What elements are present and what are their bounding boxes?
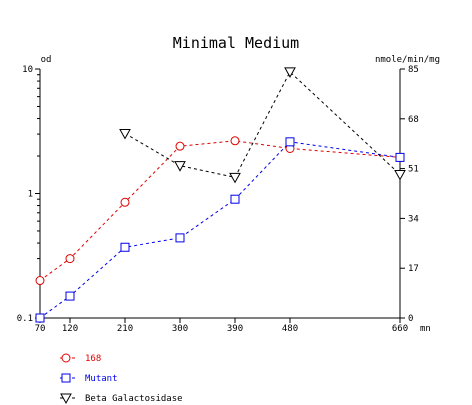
y-left-axis-label: od (41, 55, 52, 65)
y-left-tick-label: 10 (22, 65, 33, 75)
x-tick-label: 480 (282, 324, 298, 334)
series-line (39, 141, 401, 319)
data-point (119, 128, 131, 140)
data-point (175, 233, 185, 243)
y-right-tick-label: 0 (408, 314, 413, 324)
series-line (39, 140, 401, 281)
data-point (35, 313, 45, 323)
x-tick-label: 70 (35, 324, 46, 334)
series-circle (35, 136, 405, 286)
legend-marker (61, 373, 71, 383)
legend-marker (61, 353, 71, 363)
data-point (35, 276, 45, 286)
data-point (65, 291, 75, 301)
data-point (175, 141, 185, 151)
data-point (230, 136, 240, 146)
data-point (120, 197, 130, 207)
data-point (229, 172, 241, 184)
data-point (394, 169, 406, 181)
legend-label: Mutant (85, 374, 118, 384)
legend-marker (60, 393, 72, 405)
series-square (35, 137, 405, 323)
data-point (120, 242, 130, 252)
legend-label: Beta Galactosidase (85, 394, 183, 404)
x-tick-label: 210 (117, 324, 133, 334)
y-left-tick-label: 0.1 (17, 314, 33, 324)
x-tick-label: 120 (62, 324, 78, 334)
y-left-tick-label: 1 (28, 190, 33, 200)
series-triangle-down (119, 67, 406, 184)
data-point (174, 161, 186, 172)
x-tick-label: 660 (392, 324, 408, 334)
y-right-tick-label: 85 (408, 65, 419, 75)
y-right-tick-label: 68 (408, 115, 419, 125)
legend-label: 168 (85, 354, 101, 364)
data-point (284, 67, 296, 78)
x-tick-label: 390 (227, 324, 243, 334)
data-point (230, 194, 240, 204)
y-right-tick-label: 34 (408, 214, 419, 224)
data-point (285, 137, 295, 147)
x-tick-label: 300 (172, 324, 188, 334)
data-point (395, 152, 405, 162)
chart-title: Minimal Medium (173, 34, 299, 52)
y-right-tick-label: 51 (408, 165, 419, 175)
data-point (65, 254, 75, 264)
series-line (124, 71, 401, 178)
y-right-axis-label: nmole/min/mg (375, 55, 440, 65)
x-axis-unit-label: mn (420, 324, 431, 334)
y-right-tick-label: 17 (408, 264, 419, 274)
